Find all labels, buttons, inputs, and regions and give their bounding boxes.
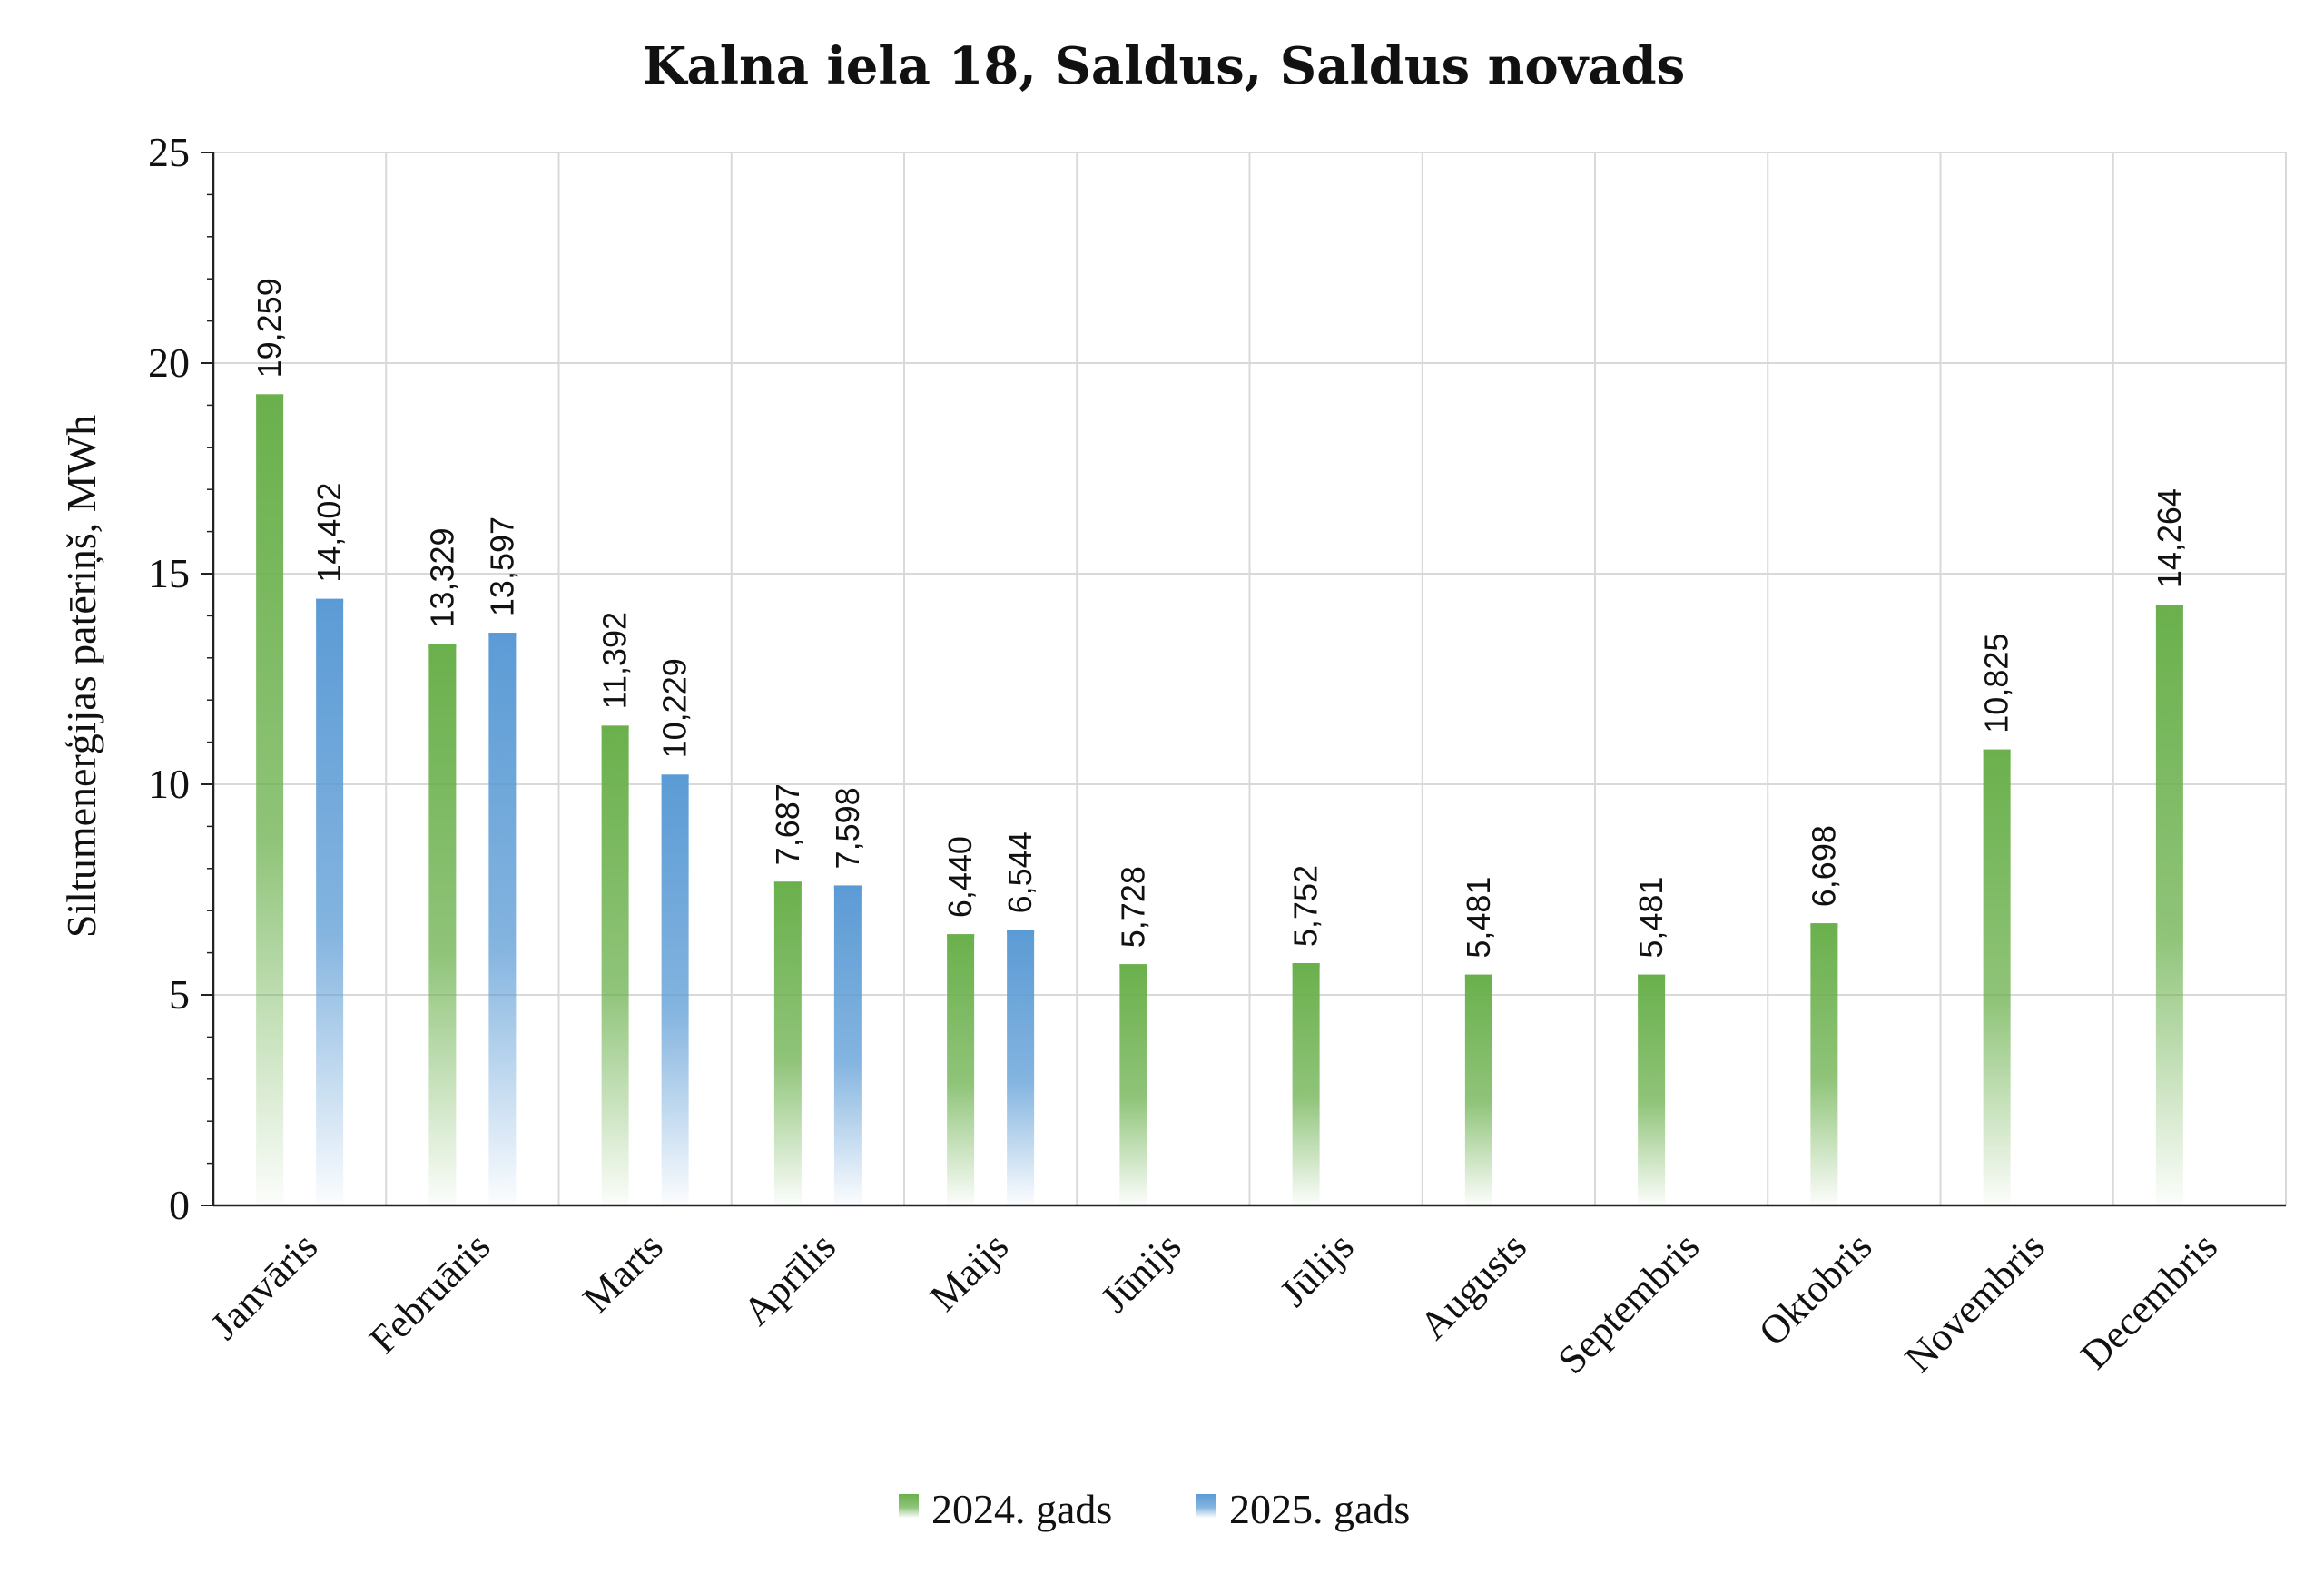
bar-2024-1[interactable] [428,644,457,1205]
data-label: 14,402 [310,483,348,583]
bar-2024-10[interactable] [1983,749,2011,1205]
bar-2024-7[interactable] [1464,974,1492,1205]
bar-2024-3[interactable] [773,881,802,1205]
data-label: 6,544 [1001,831,1039,913]
x-tick-label: Jūlijs [1271,1224,1362,1314]
x-tick-label: Decembris [2073,1224,2226,1377]
bar-2024-11[interactable] [2155,605,2183,1205]
x-tick-label: Aprīlis [734,1224,844,1333]
y-tick-label: 10 [148,761,190,807]
bar-cap [428,644,457,648]
data-label: 5,728 [1114,866,1151,948]
bar-cap [2155,605,2183,609]
bar-cap [947,934,975,939]
bar-cap [1983,749,2011,753]
data-label: 14,264 [2151,488,2188,588]
x-tick-label: Janvāris [202,1224,327,1348]
bar-2025-4[interactable] [1007,930,1035,1205]
x-tick-label: Augusts [1411,1224,1535,1348]
axes: 0 5 10 15 20 25 Janvāris Februāris Marts Aprīlis M… [148,129,2286,1382]
legend-label: 2025. gads [1229,1486,1410,1532]
legend-label: 2024. gads [931,1486,1112,1532]
bar-cap [488,633,517,637]
legend-item-2024-gads[interactable]: 2024. gads [899,1486,1112,1532]
bar-2024-2[interactable] [601,725,629,1205]
bar-cap [256,394,284,398]
bar-2024-8[interactable] [1638,974,1666,1205]
x-tick-label: Jūnijs [1092,1224,1189,1321]
data-label: 5,481 [1632,877,1669,959]
bar-cap [1007,930,1035,934]
bar-2025-3[interactable] [833,885,862,1205]
bar-cap [1464,974,1492,979]
legend-swatch [1196,1494,1216,1518]
bar-2024-0[interactable] [256,394,284,1205]
data-label: 10,229 [656,658,694,758]
bar-cap [661,774,689,779]
bar-2024-6[interactable] [1292,963,1320,1205]
y-axis-title: Siltumenerģijas patēriņš, MWh [58,415,104,938]
legend-swatch [899,1494,919,1518]
data-labels: 19,259 14,402 13,329 13,597 11,392 10,229 7,68… [251,278,2188,958]
bars [256,394,2183,1205]
bar-2024-9[interactable] [1810,923,1838,1205]
legend-item-2025-gads[interactable]: 2025. gads [1196,1486,1410,1532]
bar-cap [1638,974,1666,979]
x-tick-label: Novembris [1896,1224,2053,1381]
bar-2025-2[interactable] [661,774,689,1205]
chart-title: Kalna iela 18, Saldus, Saldus novads [643,36,1685,96]
bar-cap [773,881,802,886]
bar-2025-1[interactable] [488,633,517,1205]
data-label: 6,440 [941,836,979,918]
data-label: 19,259 [251,278,288,378]
data-label: 13,597 [483,516,520,616]
bar-cap [316,598,344,603]
bar-cap [833,885,862,890]
data-label: 5,481 [1460,877,1497,959]
x-tick-label: Februāris [360,1224,498,1362]
bar-cap [1119,964,1147,969]
gridlines [213,152,2287,1205]
data-label: 13,329 [423,527,460,627]
data-label: 7,598 [829,787,866,869]
data-label: 11,392 [596,612,634,709]
y-tick-label: 15 [148,550,190,596]
legend[interactable]: 2024. gads 2025. gads [899,1486,1410,1532]
bar-cap [601,725,629,730]
y-tick-label: 20 [148,339,190,386]
x-tick-label: Maijs [921,1224,1018,1320]
x-tick-label: Oktobris [1750,1224,1881,1354]
data-label: 5,752 [1287,865,1324,947]
bar-2025-0[interactable] [316,598,344,1205]
y-tick-label: 0 [169,1182,190,1228]
bar-cap [1810,923,1838,928]
data-label: 10,825 [1978,634,2015,733]
bar-cap [1292,963,1320,968]
data-label: 7,687 [769,783,806,865]
y-tick-label: 5 [169,971,190,1018]
data-label: 6,698 [1805,825,1842,907]
bar-2024-5[interactable] [1119,964,1147,1205]
bar-2024-4[interactable] [947,934,975,1205]
y-tick-label: 25 [148,129,190,175]
x-tick-label: Septembris [1550,1224,1709,1382]
x-tick-label: Marts [574,1224,671,1321]
